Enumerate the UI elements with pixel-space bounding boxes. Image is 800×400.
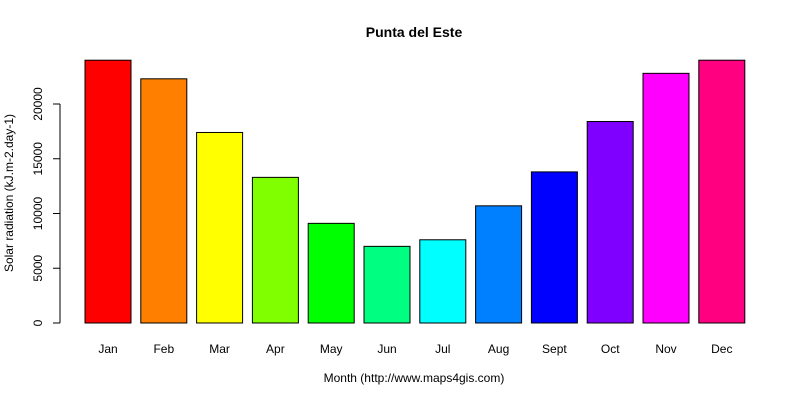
x-tick-label: Sept [542, 342, 567, 356]
x-tick-label: Apr [266, 342, 285, 356]
bar-jul [419, 239, 467, 324]
x-tick-label: Feb [153, 342, 174, 356]
bar-nov [642, 72, 690, 324]
chart-title: Punta del Este [366, 24, 463, 40]
bars-group [84, 59, 746, 324]
x-tick-label: Jul [435, 342, 450, 356]
x-tick-label: Aug [488, 342, 509, 356]
bar-jun [363, 245, 411, 324]
y-tick-label: 15000 [31, 142, 45, 176]
y-axis-label: Solar radiation (kJ.m-2.day-1) [2, 114, 16, 272]
x-tick-label: Jun [377, 342, 396, 356]
x-tick-label: Mar [209, 342, 230, 356]
x-tick-label: May [320, 342, 343, 356]
y-tick-label: 10000 [31, 196, 45, 230]
bar-apr [251, 176, 299, 324]
x-tick-label: Oct [601, 342, 620, 356]
y-tick-label: 20000 [31, 87, 45, 121]
bar-sept [530, 171, 578, 324]
x-tick-label: Nov [655, 342, 676, 356]
bar-may [307, 222, 355, 324]
bar-mar [196, 131, 244, 324]
y-tick-label: 5000 [31, 255, 45, 282]
y-axis: 0 5000 10000 15000 20000 [31, 87, 61, 326]
bar-oct [586, 121, 634, 324]
x-tick-label: Dec [711, 342, 732, 356]
bar-jan [84, 59, 132, 324]
x-tick-label: Jan [98, 342, 117, 356]
x-tick-labels: Jan Feb Mar Apr May Jun Jul Aug Sept Oct Nov Dec [98, 342, 732, 356]
y-tick-label: 0 [31, 319, 45, 326]
x-axis-label: Month (http://www.maps4gis.com) [324, 371, 505, 385]
bar-feb [140, 78, 188, 324]
bar-aug [475, 205, 523, 324]
bar-dec [698, 59, 746, 324]
